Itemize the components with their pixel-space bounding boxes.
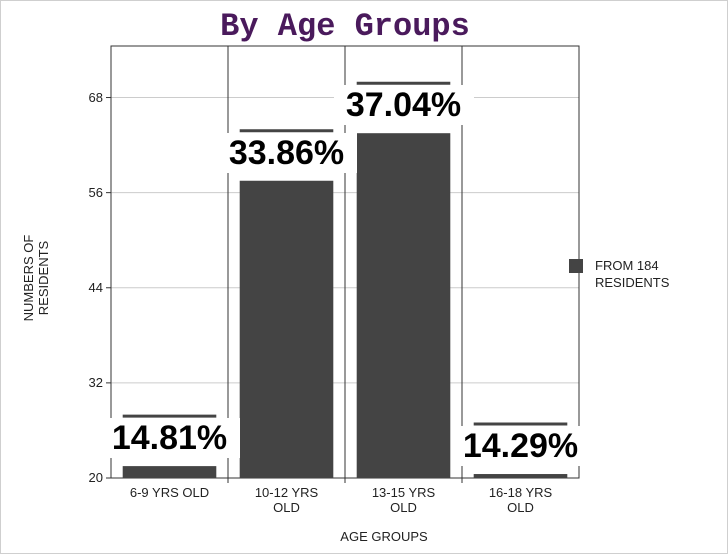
- bar: [473, 474, 568, 478]
- y-tick-label: 20: [88, 470, 103, 485]
- x-tick-label: 6-9 YRS OLD: [129, 485, 210, 500]
- data-label: 33.86%: [216, 132, 357, 173]
- y-tick-label: 56: [88, 184, 103, 200]
- x-axis-label: AGE GROUPS: [340, 529, 428, 544]
- y-tick-label: 32: [88, 374, 103, 390]
- x-tick-label: 13-15 YRS OLD: [371, 485, 436, 515]
- y-tick-label: 68: [88, 89, 103, 105]
- x-tick-label: 16-18 YRS OLD: [488, 485, 553, 515]
- bar: [356, 133, 451, 478]
- x-tick-label: 10-12 YRS OLD: [254, 485, 319, 515]
- legend-swatch: [569, 259, 583, 273]
- chart-title: By Age Groups: [220, 8, 470, 45]
- y-tick-label: 44: [88, 279, 103, 295]
- data-label: 37.04%: [333, 85, 474, 126]
- bar: [239, 180, 334, 478]
- data-label: 14.29%: [450, 426, 591, 467]
- bar: [122, 466, 217, 478]
- data-label: 14.81%: [99, 418, 240, 459]
- legend-label: FROM 184 RESIDENTS: [595, 258, 670, 290]
- y-axis-label: NUMBERS OF RESIDENTS: [21, 234, 51, 322]
